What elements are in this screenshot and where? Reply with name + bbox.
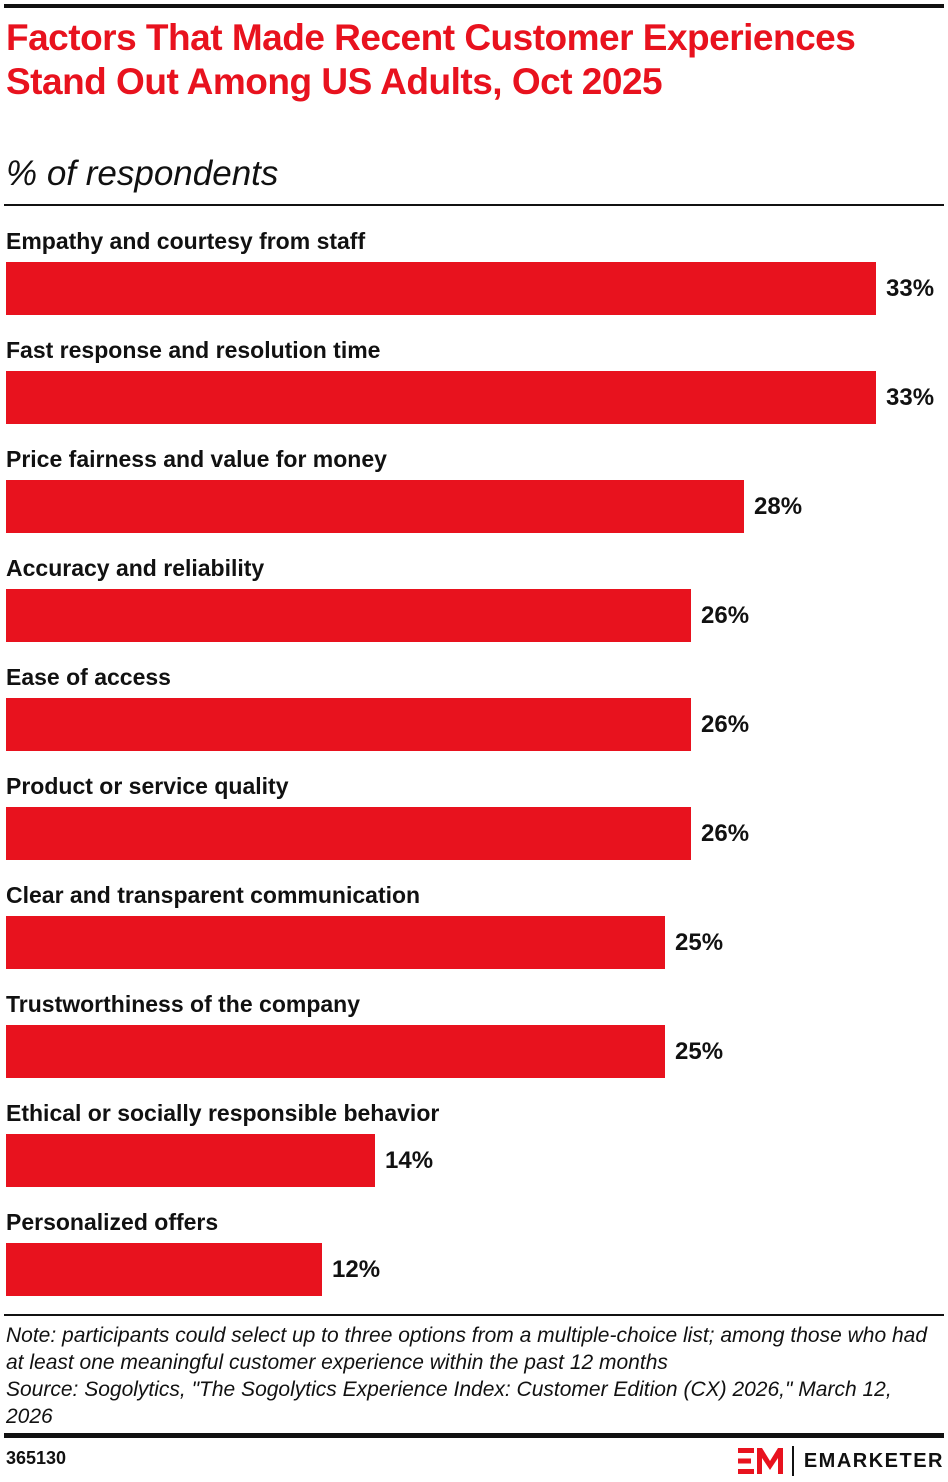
source-text: Source: Sogolytics, "The Sogolytics Expe… — [6, 1378, 892, 1428]
header-divider — [4, 204, 944, 206]
bar-label: Accuracy and reliability — [6, 555, 265, 581]
chart-subtitle: % of respondents — [6, 154, 279, 193]
bar-value-label: 26% — [701, 820, 750, 847]
bar-label: Ease of access — [6, 664, 171, 690]
chart-id: 365130 — [6, 1448, 67, 1468]
bar-label: Personalized offers — [6, 1209, 219, 1235]
bar — [6, 480, 744, 533]
bar — [6, 1025, 665, 1078]
chart-title: Factors That Made Recent Customer Experi… — [6, 17, 856, 102]
bar — [6, 1134, 375, 1187]
bar — [6, 371, 876, 424]
bar-label: Product or service quality — [6, 773, 289, 799]
bar-value-label: 14% — [385, 1147, 434, 1174]
bar-value-label: 12% — [332, 1256, 381, 1283]
bar — [6, 262, 876, 315]
bar — [6, 589, 691, 642]
bar-value-label: 25% — [675, 1038, 724, 1065]
bar-value-label: 28% — [754, 493, 803, 520]
brand-separator — [791, 1446, 794, 1476]
bar-label: Price fairness and value for money — [6, 446, 387, 472]
top-rule — [4, 4, 944, 8]
footer-divider — [4, 1314, 944, 1316]
bar-value-label: 33% — [886, 384, 935, 411]
note-text: Note: participants could select up to th… — [6, 1324, 927, 1374]
bar-value-label: 26% — [701, 602, 750, 629]
bar — [6, 916, 665, 969]
bar-label: Fast response and resolution time — [6, 337, 381, 363]
emarketer-logo-icon — [737, 1448, 783, 1474]
bar-label: Trustworthiness of the company — [6, 991, 360, 1017]
bar-label: Clear and transparent communication — [6, 882, 421, 908]
bottom-rule — [4, 1433, 944, 1438]
brand-name: EMARKETER — [803, 1449, 944, 1472]
bar — [6, 1243, 322, 1296]
bar — [6, 698, 691, 751]
bar-value-label: 33% — [886, 275, 935, 302]
bar-label: Ethical or socially responsible behavior — [6, 1100, 440, 1126]
bar — [6, 807, 691, 860]
brand: EMARKETER — [737, 1444, 944, 1478]
bar-label: Empathy and courtesy from staff — [6, 228, 366, 254]
footnote: Note: participants could select up to th… — [6, 1322, 942, 1430]
bar-value-label: 25% — [675, 929, 724, 956]
bar-value-label: 26% — [701, 711, 750, 738]
